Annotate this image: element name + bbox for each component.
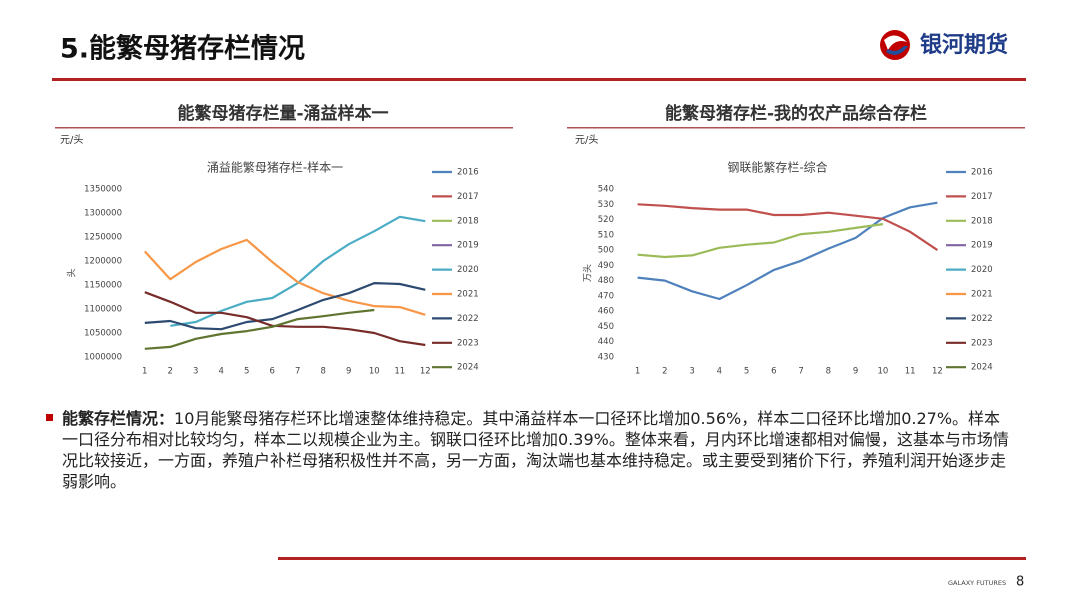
y-tick-label: 1050000: [84, 329, 122, 339]
y-tick-label: 540: [598, 185, 614, 195]
y-tick-label: 520: [598, 215, 614, 225]
x-tick-label: 7: [295, 367, 300, 377]
logo-swoosh: [886, 46, 908, 55]
legend-label: 2017: [457, 192, 479, 202]
y-tick-label: 490: [598, 261, 614, 271]
unit-label: 元/头: [575, 134, 598, 146]
y-tick-label: 510: [598, 230, 614, 240]
legend-label: 2021: [457, 290, 479, 300]
legend-label: 2016: [457, 168, 479, 178]
legend-label: 2022: [457, 314, 479, 324]
y-axis-label: 万头: [583, 264, 594, 282]
y-axis-label: 头: [67, 268, 78, 277]
unit-label: 元/头: [60, 134, 83, 146]
logo-text: 银河期货: [920, 32, 1008, 58]
y-tick-label: 470: [598, 291, 614, 301]
series-line: [144, 308, 375, 350]
series-line: [637, 223, 884, 259]
section-heading: 能繁母猪存栏量-涌益样本一: [177, 103, 388, 124]
x-tick-label: 8: [826, 367, 831, 377]
series-line: [637, 203, 939, 252]
legend-label: 2019: [971, 241, 993, 251]
series-line: [144, 291, 426, 347]
slide-title: 5.能繁母猪存栏情况: [60, 33, 305, 65]
y-tick-label: 1000000: [84, 353, 122, 363]
y-tick-label: 440: [598, 337, 614, 347]
series-line: [144, 282, 426, 331]
page-number: 8: [1016, 575, 1024, 590]
x-tick-label: 4: [717, 367, 722, 377]
y-tick-label: 1100000: [84, 305, 122, 315]
x-tick-label: 9: [853, 367, 858, 377]
y-tick-label: 500: [598, 246, 614, 256]
legend-label: 2023: [457, 338, 479, 348]
paragraph-label: 能繁存栏情况：: [62, 409, 175, 428]
header-rule: [52, 78, 1026, 81]
x-tick-label: 1: [142, 367, 147, 377]
bullet: [46, 414, 53, 421]
legend-label: 2016: [971, 168, 993, 178]
x-tick-label: 6: [771, 367, 776, 377]
x-tick-label: 11: [905, 367, 916, 377]
series-line: [637, 201, 938, 301]
x-tick-label: 9: [346, 367, 351, 377]
x-tick-label: 11: [394, 367, 405, 377]
x-tick-label: 1: [635, 367, 640, 377]
x-tick-label: 3: [689, 367, 694, 377]
x-tick-label: 6: [270, 367, 275, 377]
paragraph: 能繁存栏情况：10月能繁母猪存栏环比增速整体维持稳定。其中涌益样本一口径环比增加…: [62, 408, 1012, 492]
legend-label: 2024: [971, 363, 993, 373]
x-tick-label: 12: [932, 367, 943, 377]
logo: [880, 30, 910, 60]
legend-label: 2023: [971, 338, 993, 348]
chart-title: 钢联能繁存栏-综合: [727, 160, 827, 175]
logo-swoosh: [884, 35, 907, 50]
y-tick-label: 1300000: [84, 209, 122, 219]
section-heading: 能繁母猪存栏-我的农产品综合存栏: [665, 103, 927, 124]
y-tick-label: 1350000: [84, 185, 122, 195]
legend-label: 2017: [971, 192, 993, 202]
footer-brand: GALAXY FUTURES: [948, 579, 1006, 587]
section-rule: [567, 127, 1025, 129]
logo-icon: [880, 30, 910, 60]
x-tick-label: 10: [877, 367, 888, 377]
legend-label: 2019: [457, 241, 479, 251]
series-line: [143, 238, 426, 316]
y-tick-label: 460: [598, 307, 614, 317]
x-tick-label: 12: [420, 367, 431, 377]
x-tick-label: 2: [662, 367, 667, 377]
legend-label: 2018: [457, 216, 479, 226]
x-tick-label: 7: [798, 367, 803, 377]
y-tick-label: 1150000: [84, 281, 122, 291]
legend-label: 2024: [457, 363, 479, 373]
paragraph-text: 10月能繁母猪存栏环比增速整体维持稳定。其中涌益样本一口径环比增加0.56%，样…: [62, 409, 1009, 491]
x-tick-label: 8: [321, 367, 326, 377]
y-tick-label: 480: [598, 276, 614, 286]
legend-label: 2020: [971, 265, 993, 275]
legend-label: 2018: [971, 216, 993, 226]
y-tick-label: 1200000: [84, 257, 122, 267]
x-tick-label: 2: [168, 367, 173, 377]
legend-label: 2020: [457, 265, 479, 275]
footer-rule: [278, 557, 1026, 560]
y-tick-label: 530: [598, 200, 614, 210]
x-tick-label: 3: [193, 367, 198, 377]
x-tick-label: 5: [244, 367, 249, 377]
y-tick-label: 430: [598, 353, 614, 363]
x-tick-label: 10: [369, 367, 380, 377]
x-tick-label: 4: [219, 367, 224, 377]
legend-label: 2022: [971, 314, 993, 324]
y-tick-label: 450: [598, 322, 614, 332]
section-rule: [55, 127, 513, 129]
y-tick-label: 1250000: [84, 233, 122, 243]
chart-title: 涌益能繁母猪存栏-样本一: [207, 160, 343, 175]
legend-label: 2021: [971, 290, 993, 300]
x-tick-label: 5: [744, 367, 749, 377]
